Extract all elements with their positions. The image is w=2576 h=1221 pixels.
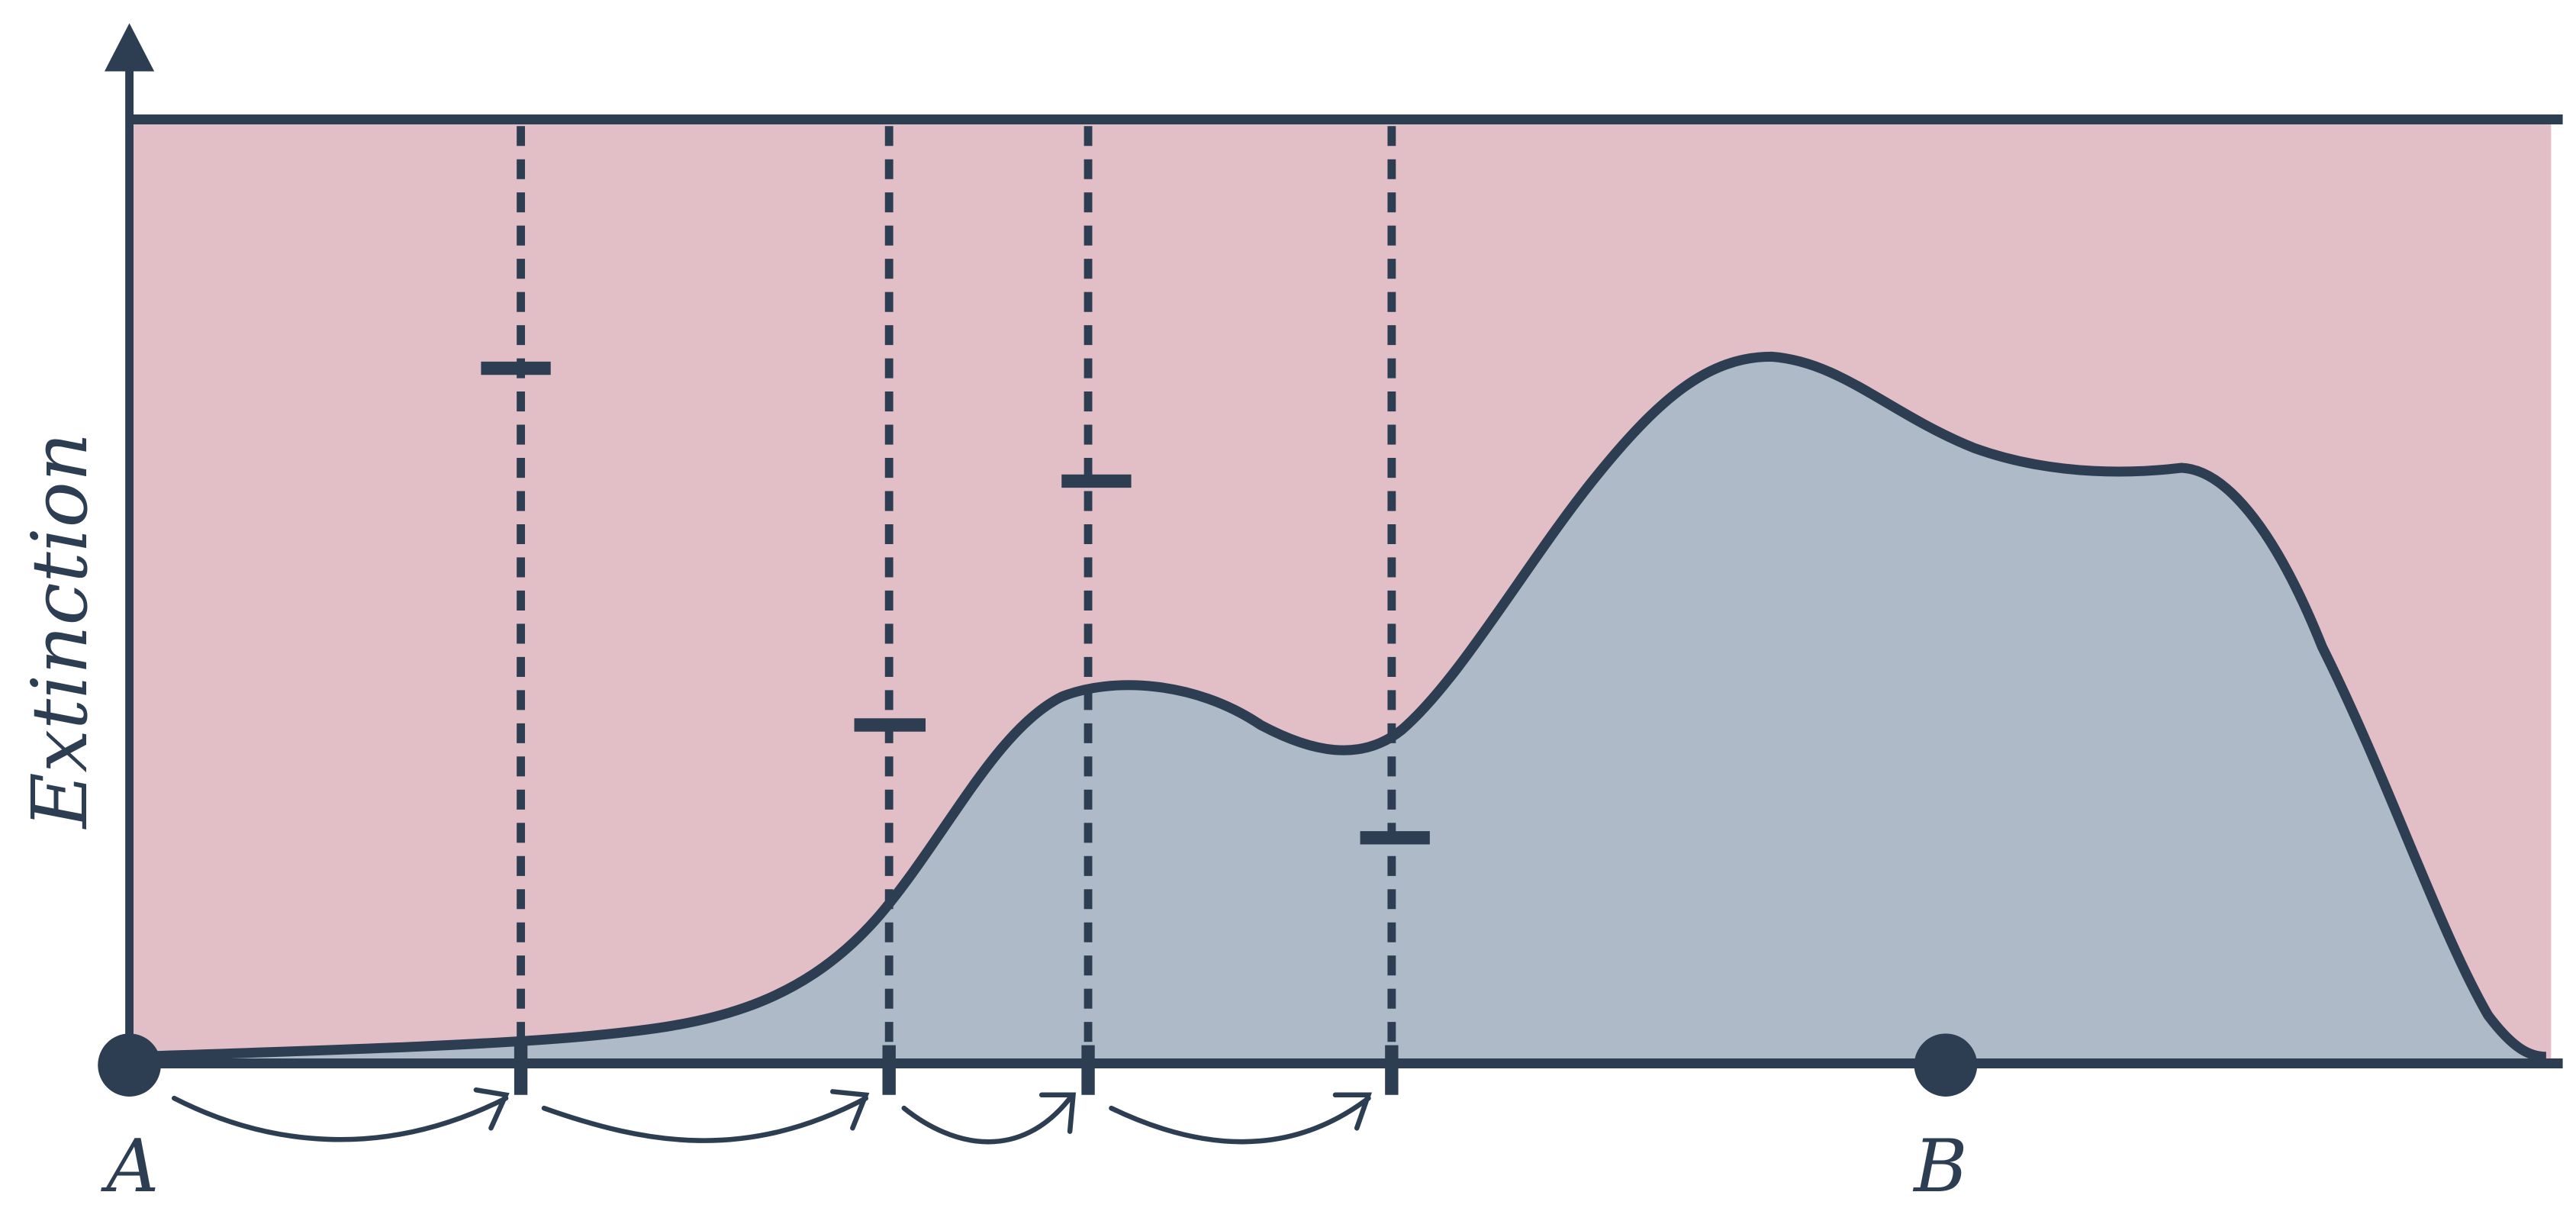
point-dot [98,1033,161,1097]
arrow-head [1332,1092,1373,1131]
axis-ticks [514,1045,1399,1095]
point-label: A [100,1123,159,1209]
step-arrow [1109,1095,1371,1145]
step-arrow [541,1095,869,1143]
arrow-head [830,1089,870,1131]
dashed-lines [517,126,1396,1045]
step-arrow [901,1095,1073,1145]
point-label: B [1912,1123,1967,1209]
step-arrows [171,1087,1373,1145]
y-axis-arrow [104,23,155,72]
level-marks [481,361,1430,845]
step-arrow [171,1095,509,1142]
arrow-head [1038,1092,1077,1134]
axis-label: Extinction [15,433,105,830]
curve [132,351,2547,1062]
arrow-head [473,1087,510,1131]
point-dot [1914,1033,1978,1097]
curve-area [132,356,2546,1062]
